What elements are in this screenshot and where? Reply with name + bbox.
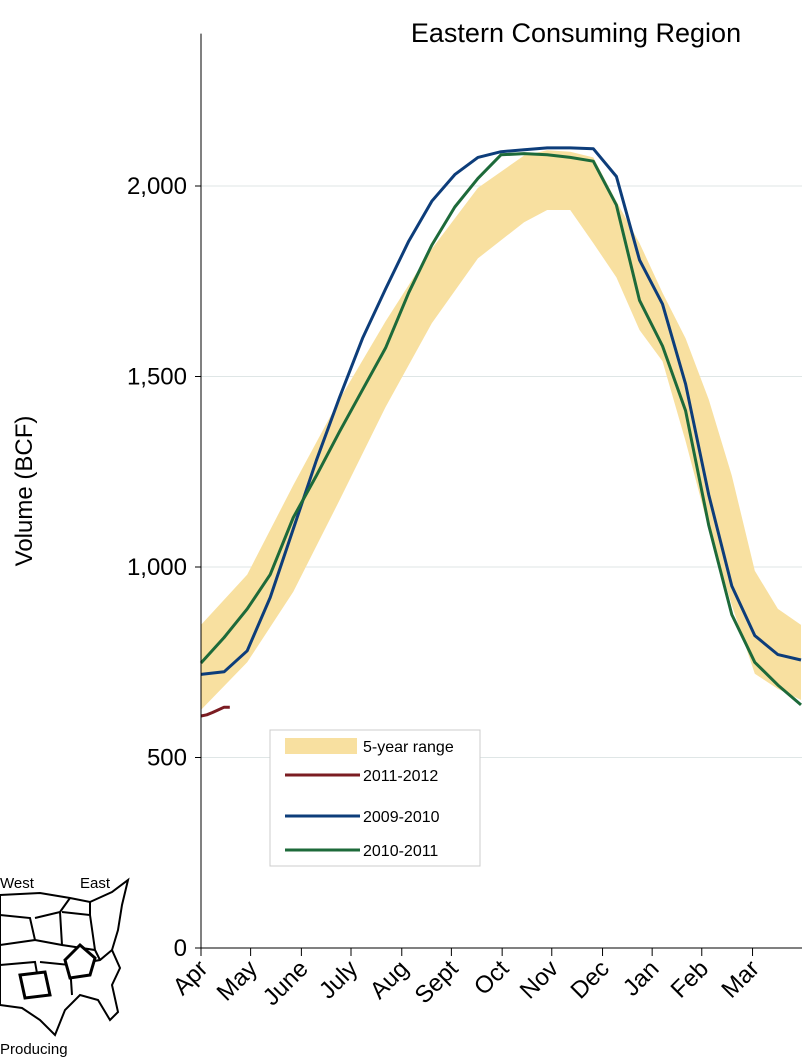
range-band [201, 150, 801, 710]
x-tick-label: Feb [666, 955, 714, 1003]
inset-label: Producing [0, 1041, 68, 1057]
x-tick-label: Jan [618, 955, 664, 1001]
x-tick-label: Aug [365, 955, 414, 1004]
x-tick-label: July [314, 955, 363, 1004]
map-region [18, 942, 97, 1000]
legend-label: 2011-2012 [363, 768, 438, 785]
y-tick-label: 1,500 [127, 364, 187, 391]
x-tick-label: Mar [716, 955, 764, 1003]
inset-label: West [0, 875, 35, 892]
legend-swatch [285, 738, 357, 754]
x-tick-label: Oct [469, 955, 515, 1001]
plot-area [199, 146, 802, 718]
legend-label: 2010-2011 [363, 843, 438, 860]
inset-map: West East Producing [0, 875, 130, 1057]
inset-label: East [80, 875, 111, 892]
x-tick-label: Dec [566, 955, 615, 1004]
y-axis-label: Volume (BCF) [11, 416, 38, 567]
x-tick-label: Nov [515, 955, 564, 1004]
chart-title: Eastern Consuming Region [411, 18, 741, 48]
legend: 5-year range 2011-2012 2009-2010 2010-2011 [269, 729, 481, 867]
x-tick-label: May [212, 955, 263, 1006]
x-tick-label: Sept [410, 955, 464, 1009]
y-tick-label: 2,000 [127, 173, 187, 200]
y-tick-label: 500 [147, 745, 187, 772]
map-outline [0, 877, 130, 1037]
x-tick-label: June [258, 955, 314, 1011]
y-tick-label: 1,000 [127, 554, 187, 581]
series-line [200, 705, 230, 718]
series-line [199, 152, 802, 707]
legend-label: 2009-2010 [363, 809, 440, 826]
y-tick-label: 0 [174, 935, 187, 962]
legend-label: 5-year range [363, 739, 454, 756]
